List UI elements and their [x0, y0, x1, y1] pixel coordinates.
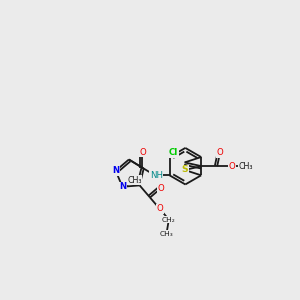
- Text: CH₃: CH₃: [127, 176, 142, 185]
- Text: O: O: [140, 148, 146, 157]
- Text: NH: NH: [150, 171, 163, 180]
- Text: O: O: [217, 148, 224, 157]
- Text: O: O: [158, 184, 164, 193]
- Text: CH₃: CH₃: [239, 162, 254, 171]
- Text: O: O: [229, 162, 235, 171]
- Text: S: S: [181, 166, 188, 175]
- Text: CH₃: CH₃: [160, 231, 173, 237]
- Text: N: N: [112, 166, 119, 175]
- Text: Cl: Cl: [169, 148, 178, 157]
- Text: N: N: [119, 182, 126, 191]
- Text: O: O: [156, 204, 163, 213]
- Text: CH₂: CH₂: [162, 217, 176, 223]
